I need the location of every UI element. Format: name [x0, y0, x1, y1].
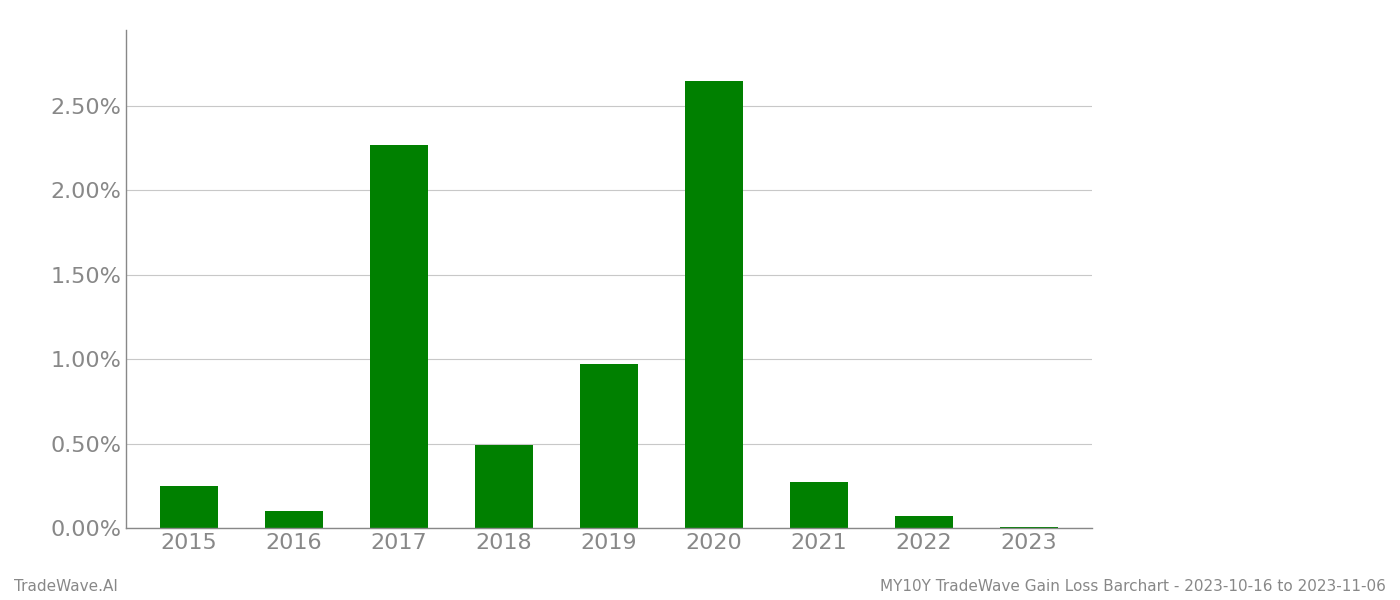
Bar	[370, 145, 428, 528]
Bar	[160, 486, 218, 528]
Bar	[580, 364, 638, 528]
Bar	[265, 511, 323, 528]
Bar	[895, 516, 953, 528]
Bar	[790, 482, 848, 528]
Bar	[475, 445, 533, 528]
Text: MY10Y TradeWave Gain Loss Barchart - 2023-10-16 to 2023-11-06: MY10Y TradeWave Gain Loss Barchart - 202…	[881, 579, 1386, 594]
Bar	[685, 80, 743, 528]
Text: TradeWave.AI: TradeWave.AI	[14, 579, 118, 594]
Bar	[1000, 527, 1058, 528]
